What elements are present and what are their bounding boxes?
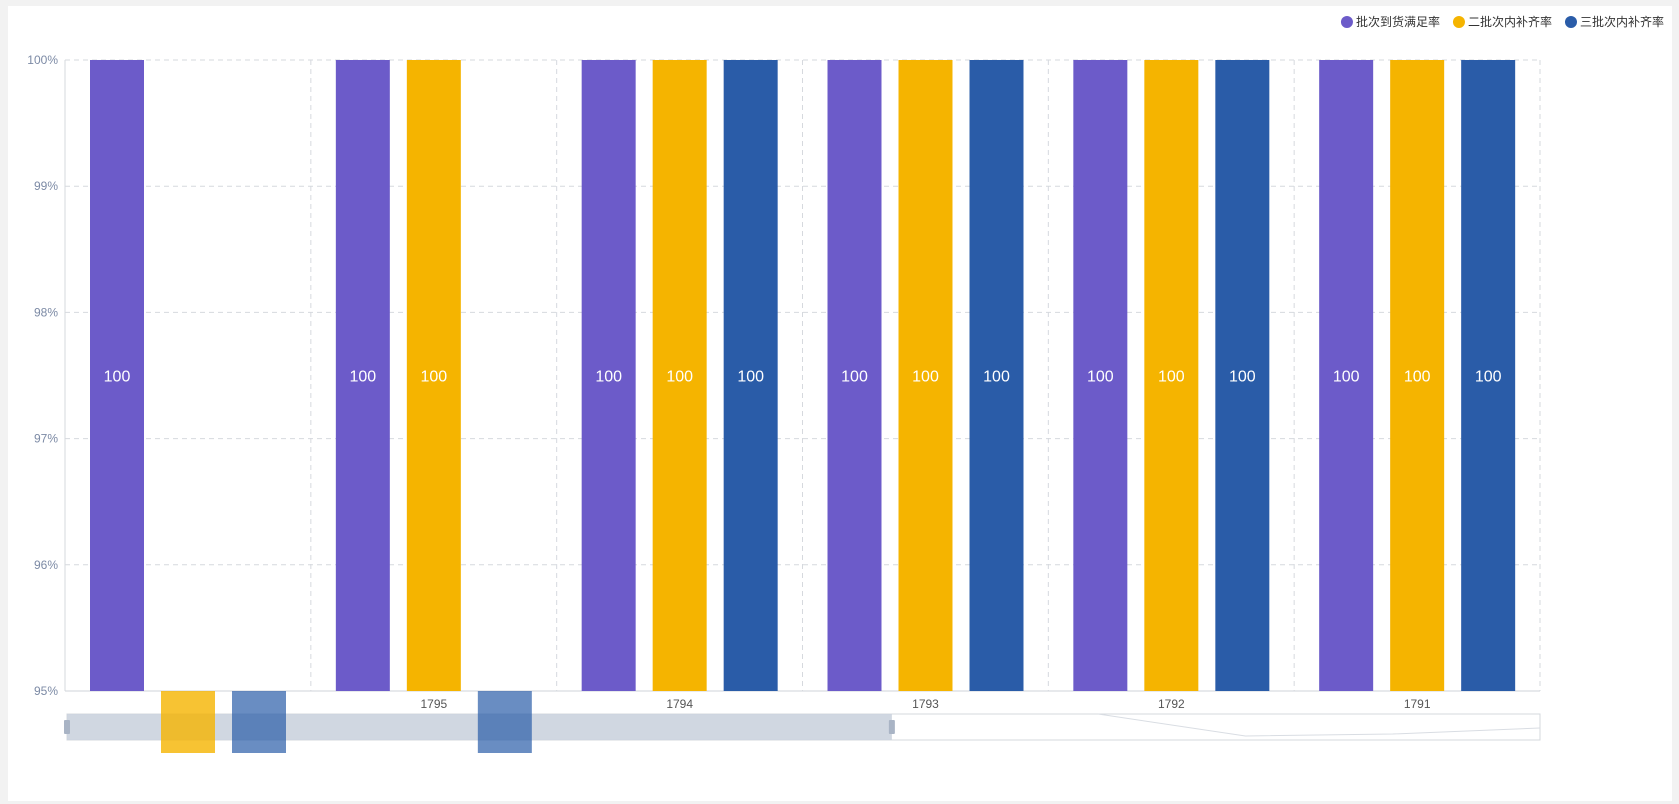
zoom-handle-left [64,720,70,734]
y-axis-tick-labels: 100% 99% 98% 97% 96% 95% [27,53,58,698]
bar-3 [969,60,1024,691]
bars-layer [90,60,1516,691]
x-tick-label: 1791 [1404,697,1431,711]
bar-3 [1215,60,1270,691]
bar-2 [406,60,461,691]
x-tick-label: 1795 [420,697,447,711]
chart-container: 100% 99% 98% 97% 96% 95% 100 100 100 100 100 100 10… [8,6,1672,801]
bar-data-label: 100 [1229,369,1256,386]
grid-layer [64,59,1541,692]
bar-data-labels: 100 100 100 100 100 100 100 100 100 100 100 100 100 1… [104,369,1502,386]
zoom-handle-right [888,720,895,734]
bar-data-label: 100 [349,369,376,386]
bar-2 [652,60,707,691]
bar-overflow-2 [161,691,215,753]
legend-label: 三批次内补齐率 [1580,14,1664,29]
bar-data-label: 100 [841,369,868,386]
bar-data-label: 100 [737,369,764,386]
legend-marker-icon [1452,16,1465,28]
bar-data-label: 100 [912,369,939,386]
bar-data-label: 100 [666,369,693,386]
bar-data-label: 100 [1475,369,1502,386]
bar-data-label: 100 [420,369,447,386]
bar-2 [1144,60,1199,691]
data-zoom-slider[interactable] [64,691,1541,753]
zoom-preview-line [1098,713,1541,737]
bar-overflow-3 [477,691,532,753]
x-tick-label: 1793 [912,697,939,711]
bar-1 [827,60,882,691]
bar-data-label: 100 [104,369,131,386]
bar-1 [1073,60,1128,691]
legend-label: 二批次内补齐率 [1468,14,1552,29]
bar-overflow-3 [232,691,286,753]
bar-1 [335,60,390,691]
y-tick-label: 100% [27,53,58,67]
bar-1 [1319,60,1374,691]
legend-marker-icon [1340,16,1353,28]
bar-1 [90,60,144,691]
y-tick-label: 97% [34,432,58,446]
y-tick-label: 95% [34,684,58,698]
bar-data-label: 100 [595,369,622,386]
legend-label: 批次到货满足率 [1356,14,1440,29]
bar-1 [581,60,636,691]
bar-data-label: 100 [1333,369,1360,386]
bar-data-label: 100 [1087,369,1114,386]
bar-2 [898,60,953,691]
watermark-text: https://blog.csdn.net/weixin_40624809 [1408,779,1663,796]
y-tick-label: 96% [34,558,58,572]
y-tick-label: 99% [34,179,58,193]
bar-data-label: 100 [1158,369,1185,386]
legend-marker-icon [1564,16,1577,28]
legend[interactable]: 三批次内补齐率 二批次内补齐率 批次到货满足率 [1340,14,1664,29]
bar-2 [1390,60,1445,691]
x-tick-label: 1794 [666,697,693,711]
bar-3 [1461,60,1516,691]
bar-3 [723,60,778,691]
x-tick-label: 1792 [1158,697,1185,711]
y-tick-label: 98% [34,305,58,319]
bar-data-label: 100 [983,369,1010,386]
bar-data-label: 100 [1404,369,1431,386]
bar-chart: 100%99%98%97%96%95% 100 100 100 100 100 100 10… [27,14,1664,796]
x-axis-tick-labels: 1795 1794 1793 1792 1791 [420,697,1430,711]
